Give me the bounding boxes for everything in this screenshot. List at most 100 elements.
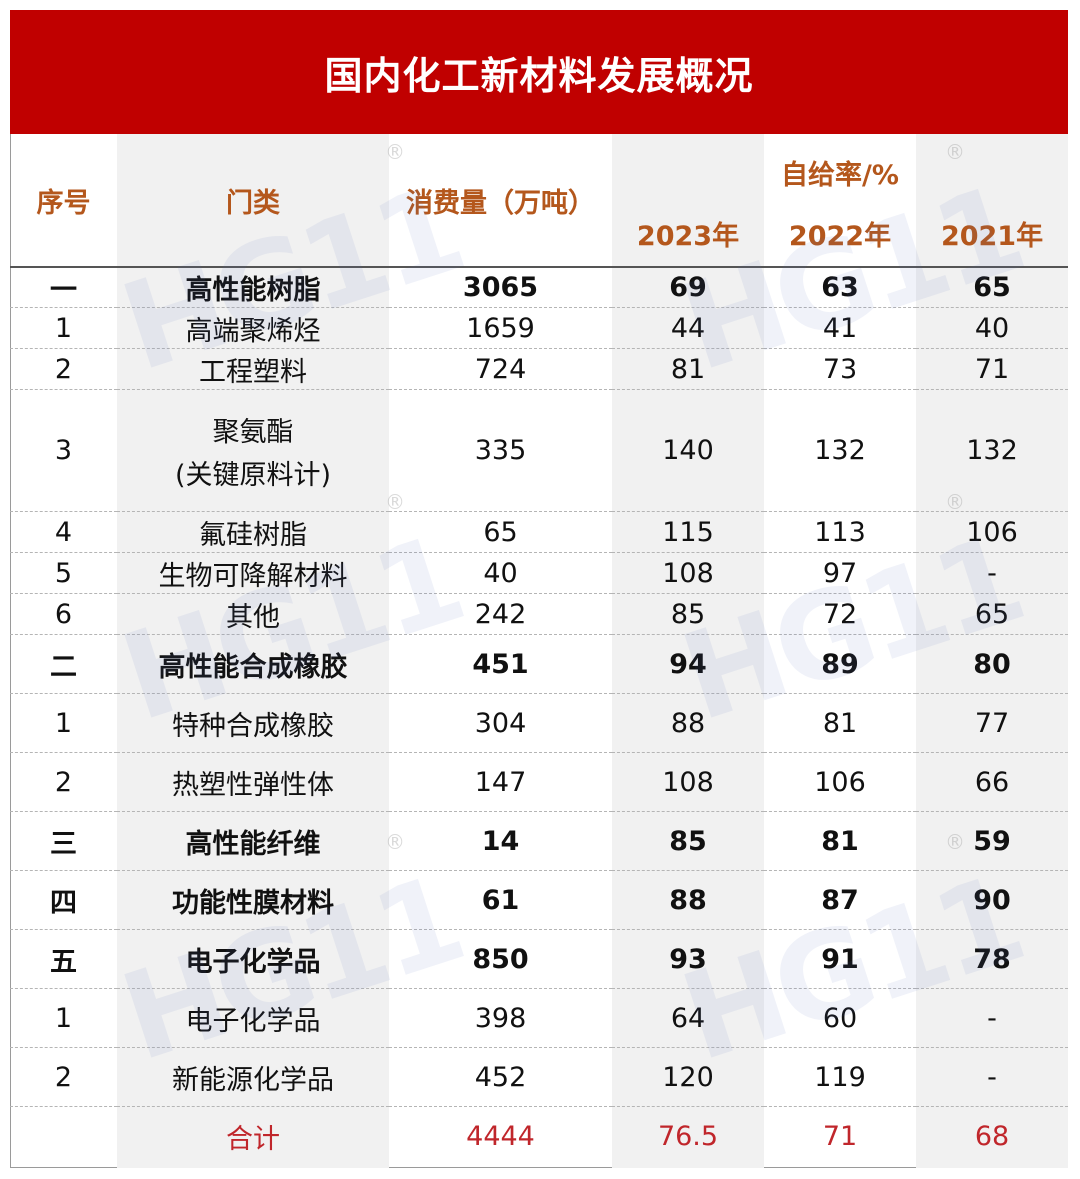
table-row: 三高性能纤维 14 85 81 59 xyxy=(10,811,1069,871)
cell-2023: 85 xyxy=(612,593,764,635)
cell-2023: 69 xyxy=(612,267,764,308)
watermark-registered-mark: ® xyxy=(385,140,405,164)
cell-2021: 77 xyxy=(916,693,1069,753)
header-category: 门类 xyxy=(117,134,389,268)
cell-seq: 1 xyxy=(10,307,117,349)
cell-2021: 132 xyxy=(916,389,1069,512)
cell-seq: 三 xyxy=(10,811,117,871)
cell-consumption: 850 xyxy=(389,929,612,989)
cell-2022: 97 xyxy=(764,552,916,594)
cell-seq: 4 xyxy=(10,511,117,553)
cell-name: 功能性膜材料 xyxy=(117,870,389,930)
cell-2022: 81 xyxy=(764,811,916,871)
table-row: 2 热塑性弹性体 147 108 106 66 xyxy=(10,752,1069,812)
cell-consumption: 65 xyxy=(389,511,612,553)
cell-2023: 94 xyxy=(612,634,764,694)
header-year-2021: 2021年 xyxy=(916,201,1069,268)
watermark-registered-mark: ® xyxy=(385,830,405,854)
watermark-registered-mark: ® xyxy=(945,490,965,514)
cell-consumption: 242 xyxy=(389,593,612,635)
cell-2021: 80 xyxy=(916,634,1069,694)
cell-consumption: 724 xyxy=(389,348,612,390)
cell-2022: 132 xyxy=(764,389,916,512)
cell-2023: 44 xyxy=(612,307,764,349)
cell-2023: 108 xyxy=(612,752,764,812)
cell-seq: 2 xyxy=(10,752,117,812)
cell-2021: 66 xyxy=(916,752,1069,812)
cell-2021: - xyxy=(916,552,1069,594)
cell-2022: 89 xyxy=(764,634,916,694)
cell-2022: 63 xyxy=(764,267,916,308)
cell-2021: 78 xyxy=(916,929,1069,989)
cell-total-2023: 76.5 xyxy=(657,1120,719,1152)
cell-consumption: 147 xyxy=(389,752,612,812)
cell-seq: 6 xyxy=(10,593,117,635)
table-row: 5 生物可降解材料 40 108 97- xyxy=(10,552,1069,594)
cell-seq: 一 xyxy=(10,267,117,308)
cell-2022: 87 xyxy=(764,870,916,930)
cell-seq: 四 xyxy=(10,870,117,930)
cell-consumption: 40 xyxy=(389,552,612,594)
total-row: 合计 4444 76.5 71 68 xyxy=(10,1107,1068,1166)
cell-consumption: 14 xyxy=(389,811,612,871)
cell-2021: 59 xyxy=(916,811,1069,871)
watermark-registered-mark: ® xyxy=(385,490,405,514)
table-row: 3 聚氨酯 (关键原料计) 335 140 132 132 xyxy=(10,389,1069,512)
header-consumption: 消费量（万吨） xyxy=(389,134,612,268)
cell-name: 电子化学品 xyxy=(117,929,389,989)
cell-2023: 140 xyxy=(612,389,764,512)
table-row: 五电子化学品 850 93 91 78 xyxy=(10,929,1069,989)
cell-name: 新能源化学品 xyxy=(117,1047,389,1107)
table-row: 6 其他 242 85 72 65 xyxy=(10,593,1069,635)
cell-total-consumption: 4444 xyxy=(466,1120,535,1152)
cell-name-line2: (关键原料计) xyxy=(174,459,332,491)
cell-seq: 五 xyxy=(10,929,117,989)
cell-2023: 115 xyxy=(612,511,764,553)
cell-2022: 106 xyxy=(764,752,916,812)
cell-2021: - xyxy=(916,988,1069,1048)
cell-name: 聚氨酯 (关键原料计) xyxy=(117,389,389,512)
cell-2022: 72 xyxy=(764,593,916,635)
cell-2023: 88 xyxy=(612,870,764,930)
cell-total-2021: 68 xyxy=(974,1120,1010,1152)
cell-name: 工程塑料 xyxy=(117,348,389,390)
title-banner: 国内化工新材料发展概况 xyxy=(10,10,1068,134)
cell-2021: 106 xyxy=(916,511,1069,553)
table-row: 2 新能源化学品 452 120 119- xyxy=(10,1047,1069,1107)
cell-2022: 81 xyxy=(764,693,916,753)
table-row: 1 高端聚烯烃 1659 44 41 40 xyxy=(10,307,1069,349)
header-self-sufficiency: 自给率/% xyxy=(781,160,899,191)
cell-2022: 119 xyxy=(764,1047,916,1107)
cell-seq: 2 xyxy=(10,1047,117,1107)
header-year-2022: 2022年 xyxy=(764,201,916,268)
cell-2022: 73 xyxy=(764,348,916,390)
cell-2022: 60 xyxy=(764,988,916,1048)
cell-seq: 5 xyxy=(10,552,117,594)
cell-seq: 3 xyxy=(10,389,117,512)
table-row: 四功能性膜材料 61 88 87 90 xyxy=(10,870,1069,930)
cell-consumption: 3065 xyxy=(389,267,612,308)
table-row: 2 工程塑料 724 81 73 71 xyxy=(10,348,1069,390)
cell-2022: 113 xyxy=(764,511,916,553)
cell-name: 高端聚烯烃 xyxy=(117,307,389,349)
table-row: 1 电子化学品 398 64 60- xyxy=(10,988,1069,1048)
cell-2021: 65 xyxy=(916,267,1069,308)
cell-consumption: 335 xyxy=(389,389,612,512)
cell-2023: 64 xyxy=(612,988,764,1048)
table-row: 二高性能合成橡胶 451 94 89 80 xyxy=(10,634,1069,694)
cell-2021: 65 xyxy=(916,593,1069,635)
cell-seq: 二 xyxy=(10,634,117,694)
cell-name: 高性能纤维 xyxy=(117,811,389,871)
cell-total-seq xyxy=(10,1107,117,1166)
cell-2023: 85 xyxy=(612,811,764,871)
cell-2021: 71 xyxy=(916,348,1069,390)
watermark-registered-mark: ® xyxy=(945,830,965,854)
cell-2022: 91 xyxy=(764,929,916,989)
cell-2023: 81 xyxy=(612,348,764,390)
cell-seq: 1 xyxy=(10,988,117,1048)
cell-name: 其他 xyxy=(117,593,389,635)
cell-name: 特种合成橡胶 xyxy=(117,693,389,753)
table-body: 一高性能树脂 3065 69 63 65 1 高端聚烯烃 1659 44 41 40 2 工程塑料 724… xyxy=(10,267,1069,1166)
cell-name-line1: 聚氨酯 xyxy=(212,416,294,448)
header-seq: 序号 xyxy=(10,134,117,268)
